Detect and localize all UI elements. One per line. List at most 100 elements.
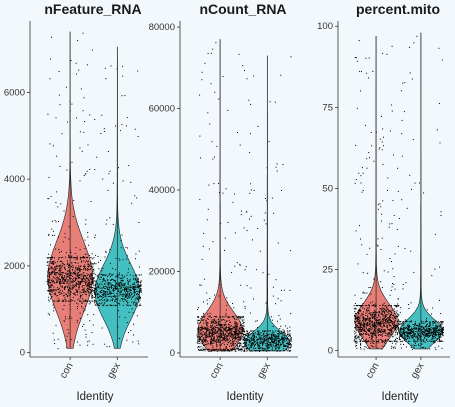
data-point	[366, 314, 368, 316]
data-point	[88, 269, 90, 271]
data-point	[105, 294, 107, 295]
data-point	[227, 317, 229, 319]
data-point	[85, 282, 87, 283]
data-point	[417, 324, 419, 326]
data-point	[254, 335, 255, 337]
data-point	[95, 263, 97, 265]
data-point	[245, 340, 247, 342]
data-point	[408, 340, 409, 342]
x-tick-label-gex: gex	[105, 361, 123, 380]
data-point	[371, 327, 373, 329]
data-point	[79, 131, 81, 133]
data-point	[365, 305, 367, 307]
data-point	[64, 233, 66, 235]
data-point	[119, 272, 120, 274]
data-point	[389, 258, 391, 259]
data-point	[407, 323, 409, 325]
data-point	[286, 348, 287, 350]
data-point	[99, 304, 100, 306]
data-point	[84, 264, 86, 266]
data-point	[400, 343, 402, 345]
data-point	[58, 270, 60, 272]
data-point	[434, 330, 436, 332]
data-point	[102, 279, 104, 281]
data-point	[207, 322, 208, 324]
data-point	[381, 313, 383, 315]
data-point	[66, 346, 68, 348]
data-point	[95, 289, 97, 291]
data-point	[127, 281, 129, 283]
data-point	[55, 248, 57, 250]
data-point	[230, 332, 232, 334]
data-point	[87, 280, 89, 282]
data-point	[85, 305, 86, 307]
data-point	[231, 332, 233, 334]
data-point	[256, 342, 258, 344]
data-point	[231, 348, 232, 350]
data-point	[380, 328, 382, 330]
data-point	[121, 275, 123, 277]
data-point	[273, 342, 275, 344]
data-point	[239, 263, 241, 265]
data-point	[247, 335, 249, 337]
data-point	[227, 335, 229, 337]
data-point	[223, 344, 225, 346]
data-point	[259, 347, 261, 349]
data-point	[50, 244, 51, 246]
data-point	[63, 283, 65, 284]
data-point	[354, 310, 356, 312]
data-point	[81, 302, 83, 304]
data-point	[378, 331, 380, 332]
data-point	[95, 284, 97, 286]
data-point	[90, 284, 92, 285]
data-point	[56, 289, 58, 291]
data-point	[367, 272, 369, 274]
data-point	[382, 52, 384, 54]
data-point	[246, 78, 248, 80]
data-point	[394, 340, 396, 341]
data-point	[413, 335, 415, 337]
data-point	[370, 302, 372, 304]
data-point	[401, 119, 403, 121]
data-point	[99, 295, 101, 297]
data-point	[377, 340, 379, 342]
data-point	[380, 334, 382, 336]
data-point	[209, 335, 211, 337]
data-point	[367, 315, 369, 317]
data-point	[112, 279, 114, 280]
data-point	[238, 335, 240, 337]
data-point	[263, 335, 265, 337]
data-point	[96, 301, 98, 303]
data-point	[212, 320, 214, 322]
data-point	[222, 323, 224, 325]
data-point	[112, 296, 114, 297]
data-point	[50, 195, 52, 197]
data-point	[197, 338, 199, 340]
data-point	[206, 333, 208, 335]
data-point	[249, 342, 251, 344]
data-point	[49, 143, 51, 145]
data-point	[430, 330, 432, 332]
data-point	[84, 329, 86, 331]
data-point	[434, 347, 436, 349]
data-point	[122, 259, 124, 261]
data-point	[118, 167, 119, 169]
data-point	[428, 329, 430, 331]
data-point	[84, 300, 86, 302]
data-point	[393, 325, 394, 326]
data-point	[367, 323, 368, 325]
data-point	[113, 280, 115, 282]
data-point	[118, 295, 120, 297]
data-point	[48, 300, 50, 302]
data-point	[233, 316, 235, 318]
data-point	[242, 326, 244, 328]
data-point	[75, 62, 77, 64]
data-point	[386, 318, 388, 319]
data-point	[256, 350, 258, 351]
data-point	[116, 282, 118, 284]
data-point	[67, 281, 69, 283]
data-point	[397, 325, 399, 327]
data-point	[203, 339, 205, 340]
data-point	[64, 236, 66, 238]
data-point	[240, 325, 241, 326]
